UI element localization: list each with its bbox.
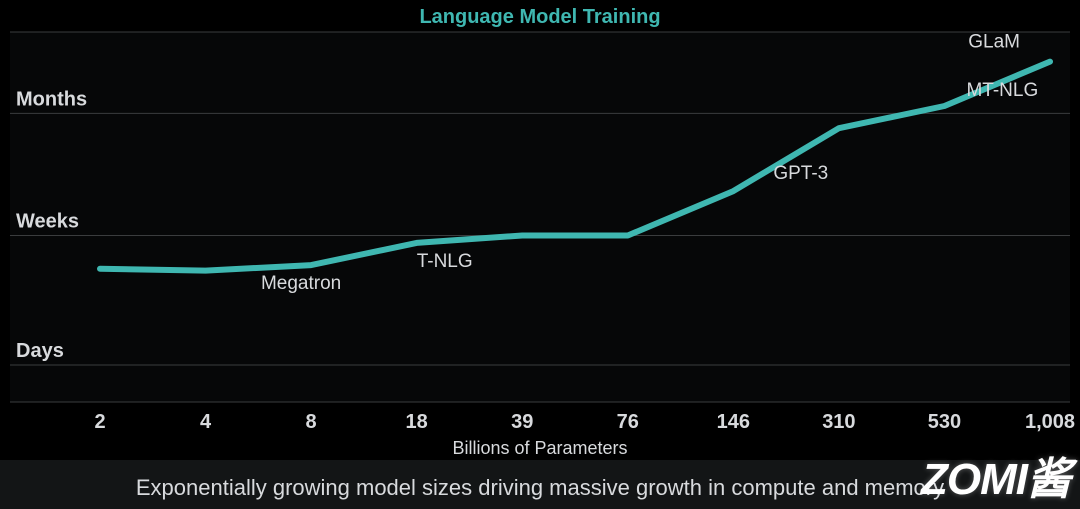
chart-title: Language Model Training (0, 6, 1080, 29)
y-tick-label: Days (16, 340, 64, 362)
series-annotation: T-NLG (417, 251, 473, 272)
x-tick-label: 18 (406, 411, 428, 433)
x-tick-label: 4 (200, 411, 212, 433)
x-axis-title: Billions of Parameters (452, 438, 627, 458)
x-tick-label: 1,008 (1025, 411, 1075, 433)
x-tick-label: 310 (822, 411, 855, 433)
x-tick-label: 76 (617, 411, 639, 433)
y-tick-label: Months (16, 88, 87, 110)
series-annotation: Megatron (261, 273, 341, 294)
series-annotation: GLaM (968, 32, 1020, 53)
x-tick-label: 39 (511, 411, 533, 433)
series-annotation: GPT-3 (773, 163, 828, 184)
line-chart: Months Weeks Days Megatron T-NLG GPT-3 MT-NLG G… (0, 0, 1080, 509)
chart-stage: Months Weeks Days Megatron T-NLG GPT-3 MT-NLG G… (0, 0, 1080, 509)
watermark: ZOMI酱 (921, 443, 1070, 507)
series-annotation: MT-NLG (966, 80, 1038, 101)
x-tick-label: 2 (94, 411, 105, 433)
y-tick-label: Weeks (16, 211, 79, 233)
x-tick-label: 8 (306, 411, 317, 433)
x-tick-label: 146 (717, 411, 750, 433)
x-tick-label: 530 (928, 411, 961, 433)
chart-caption: Exponentially growing model sizes drivin… (0, 475, 1080, 501)
